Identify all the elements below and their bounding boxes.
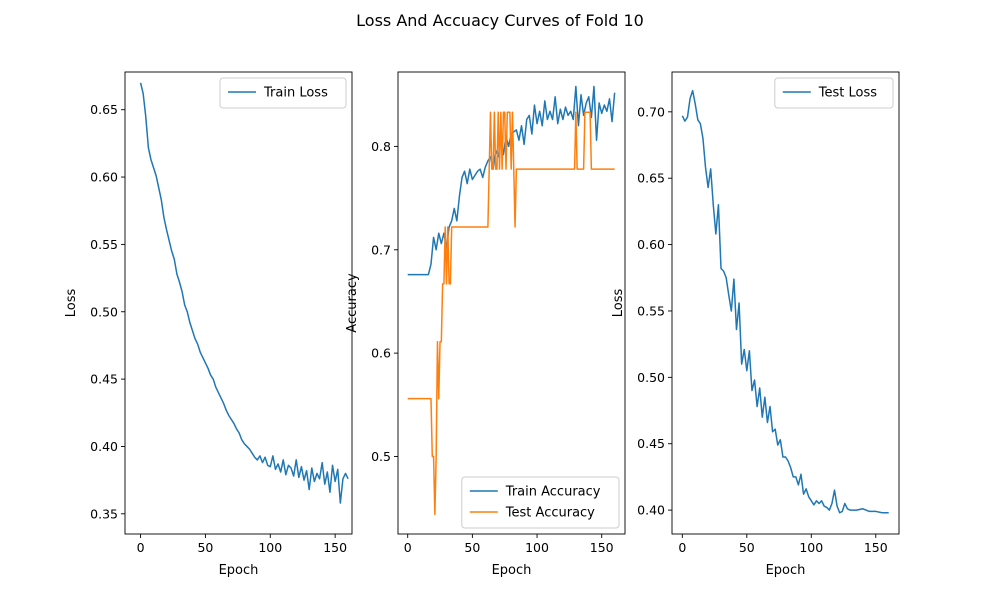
- x-tick-label: 100: [799, 540, 823, 555]
- y-tick-label: 0.8: [371, 139, 391, 154]
- subplot-1: 0 50 100 150 0.35 0.40 0.45 0.50 0.55 0.60 0.65 Epo…: [64, 71, 353, 578]
- y-tick-label: 0.35: [90, 506, 118, 521]
- y-tick-label: 0.65: [637, 171, 665, 186]
- series-line-train-accuracy: [407, 85, 616, 276]
- subplot-3: 0 50 100 150 0.40 0.45 0.50 0.55 0.60 0.65 0.70 Epo…: [611, 71, 900, 578]
- legend-label: Train Loss: [263, 86, 328, 101]
- legend-label: Test Accuracy: [505, 506, 595, 521]
- legend: Train Accuracy Test Accuracy: [461, 476, 620, 529]
- y-tick-label: 0.45: [90, 372, 118, 387]
- y-tick-label: 0.45: [637, 436, 665, 451]
- x-axis-label: Epoch: [766, 563, 806, 578]
- y-tick-label: 0.6: [371, 346, 391, 361]
- x-tick-label: 0: [404, 540, 412, 555]
- y-tick-label: 0.7: [371, 242, 391, 257]
- legend-box: [461, 476, 620, 529]
- y-axis-label: Loss: [611, 289, 626, 318]
- x-tick-label: 150: [323, 540, 347, 555]
- y-tick-label: 0.60: [90, 170, 118, 185]
- legend-box: [219, 77, 347, 109]
- axes-frame: [671, 71, 900, 535]
- series-line-train-loss: [139, 82, 349, 504]
- y-tick-label: 0.5: [371, 449, 391, 464]
- y-tick-label: 0.65: [90, 102, 118, 117]
- legend-label: Test Loss: [818, 86, 877, 101]
- legend-label: Train Accuracy: [505, 485, 601, 500]
- x-tick-label: 50: [739, 540, 755, 555]
- series-line-test-accuracy: [407, 111, 615, 516]
- legend-box: [774, 77, 894, 109]
- x-tick-label: 100: [258, 540, 282, 555]
- y-tick-label: 0.50: [637, 370, 665, 385]
- series-line-test-loss: [681, 89, 889, 514]
- subplots: 0 50 100 1500.350.400.450.500.550.600.65Epo…: [64, 71, 900, 578]
- axes-frame: [124, 71, 353, 535]
- x-tick-label: 50: [464, 540, 480, 555]
- x-tick-label: 150: [590, 540, 614, 555]
- y-tick-label: 0.50: [90, 304, 118, 319]
- x-tick-label: 50: [197, 540, 213, 555]
- x-tick-label: 0: [137, 540, 145, 555]
- y-tick-label: 0.55: [637, 303, 665, 318]
- y-axis-label: Loss: [64, 289, 79, 318]
- figure-title: Loss And Accuacy Curves of Fold 10: [356, 11, 644, 30]
- y-axis-label: Accuracy: [345, 273, 360, 333]
- x-axis-label: Epoch: [492, 563, 532, 578]
- x-axis-label: Epoch: [219, 563, 259, 578]
- y-tick-label: 0.40: [637, 503, 665, 518]
- subplot-2: 0 50 100 150 0.5 0.6 0.7 0.8 Epoch Accuracy Train …: [345, 71, 626, 578]
- y-tick-label: 0.70: [637, 104, 665, 119]
- y-tick-label: 0.40: [90, 439, 118, 454]
- y-tick-label: 0.60: [637, 237, 665, 252]
- y-tick-label: 0.55: [90, 237, 118, 252]
- axes-frame: [397, 71, 626, 535]
- legend: Train Loss: [219, 77, 347, 109]
- x-tick-label: 100: [525, 540, 549, 555]
- x-tick-label: 150: [864, 540, 888, 555]
- legend: Test Loss: [774, 77, 894, 109]
- x-tick-label: 0: [678, 540, 686, 555]
